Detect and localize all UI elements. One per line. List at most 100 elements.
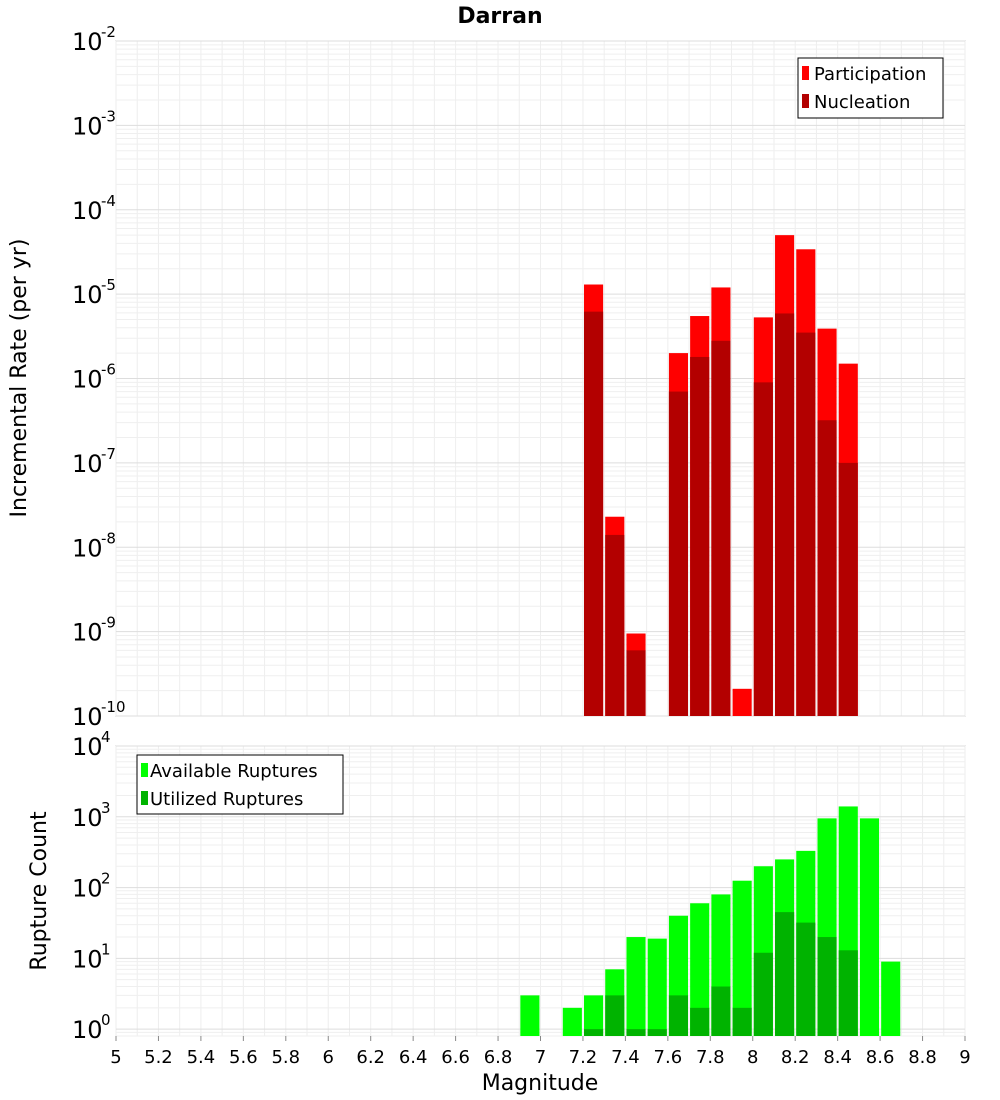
y-tick-1-0: 10 — [72, 1016, 103, 1044]
legend-swatch-nucleation — [802, 94, 809, 108]
bar-1-1-4 — [668, 995, 689, 1036]
bar-1-0-5 — [647, 938, 667, 1036]
bottom-legend: Available Ruptures Utilized Ruptures — [136, 754, 344, 815]
y-tick-exp-0--9: -9 — [101, 614, 116, 632]
y-tick-1-2: 10 — [72, 875, 103, 903]
bottom-legend-box — [136, 754, 344, 815]
bar-0-1-4 — [690, 356, 710, 716]
bar-0-1-1 — [605, 534, 625, 716]
legend-label-nucleation: Nucleation — [814, 92, 910, 113]
y-tick-exp-1-4: 4 — [101, 728, 111, 746]
y-tick-0--6: 10 — [72, 366, 103, 394]
y-tick-exp-0--10: -10 — [101, 698, 126, 716]
x-tick-6.8: 6.8 — [484, 1047, 513, 1068]
legend-swatch-utilized — [141, 791, 148, 805]
y-tick-exp-0--5: -5 — [101, 276, 116, 294]
bar-0-1-0 — [584, 311, 604, 716]
bar-1-0-7 — [690, 903, 710, 1036]
x-tick-6: 6 — [323, 1047, 334, 1068]
x-tick-8: 8 — [747, 1047, 758, 1068]
x-axis-label: Magnitude — [482, 1071, 599, 1096]
legend-label-participation: Participation — [814, 64, 926, 85]
y-tick-exp-0--3: -3 — [101, 107, 116, 125]
bar-0-1-7 — [775, 313, 795, 716]
bar-1-1-3 — [647, 1029, 667, 1036]
bar-0-0-6 — [732, 688, 752, 716]
bar-1-1-6 — [711, 986, 731, 1036]
x-tick-5.2: 5.2 — [144, 1047, 173, 1068]
y-tick-1-3: 10 — [72, 804, 103, 832]
bar-0-1-3 — [668, 391, 689, 716]
bar-1-1-10 — [796, 922, 816, 1036]
x-tick-7.8: 7.8 — [696, 1047, 725, 1068]
bar-0-1-6 — [753, 382, 773, 716]
y-tick-exp-1-3: 3 — [101, 799, 111, 817]
y-tick-exp-0--6: -6 — [101, 361, 116, 379]
y-tick-1-4: 10 — [72, 733, 103, 761]
bar-1-1-1 — [605, 995, 625, 1036]
x-tick-5.6: 5.6 — [229, 1047, 258, 1068]
y-tick-exp-0--8: -8 — [101, 529, 116, 547]
bottom-y-axis-label: Rupture Count — [27, 811, 52, 971]
y-tick-exp-0--4: -4 — [101, 192, 116, 210]
top-grid — [115, 40, 966, 717]
bar-0-1-9 — [817, 420, 837, 716]
bar-1-0-4 — [626, 937, 646, 1036]
bar-1-1-12 — [838, 950, 858, 1036]
y-tick-exp-1-2: 2 — [101, 870, 111, 888]
legend-swatch-participation — [802, 66, 809, 80]
bar-0-1-10 — [838, 462, 858, 716]
x-tick-8.2: 8.2 — [781, 1047, 810, 1068]
y-tick-0--7: 10 — [72, 450, 103, 478]
top-legend: Participation Nucleation — [797, 57, 944, 119]
top-bars — [584, 235, 858, 716]
bar-0-1-8 — [796, 332, 816, 716]
bar-1-0-15 — [859, 818, 880, 1036]
x-tick-7.4: 7.4 — [611, 1047, 640, 1068]
y-tick-0--2: 10 — [72, 28, 103, 56]
bar-1-0-1 — [562, 1007, 582, 1036]
x-tick-5.8: 5.8 — [271, 1047, 300, 1068]
y-tick-exp-0--7: -7 — [101, 445, 116, 463]
x-tick-8.6: 8.6 — [866, 1047, 895, 1068]
x-tick-6.4: 6.4 — [399, 1047, 428, 1068]
y-tick-0--10: 10 — [72, 703, 103, 731]
bar-1-0-9 — [732, 880, 752, 1036]
bar-1-1-9 — [775, 912, 795, 1036]
bottom-bars — [520, 806, 901, 1036]
y-tick-0--8: 10 — [72, 534, 103, 562]
x-tick-7: 7 — [535, 1047, 546, 1068]
legend-label-utilized: Utilized Ruptures — [150, 789, 303, 810]
top-y-tick-labels: 10-210-310-410-510-610-710-810-910-10 — [72, 23, 126, 731]
bar-1-0-2 — [584, 995, 604, 1036]
y-tick-exp-0--2: -2 — [101, 23, 116, 41]
x-tick-6.6: 6.6 — [441, 1047, 470, 1068]
bar-1-1-0 — [584, 1029, 604, 1036]
x-tick-8.4: 8.4 — [823, 1047, 852, 1068]
x-tick-7.6: 7.6 — [654, 1047, 683, 1068]
top-legend-box — [797, 57, 944, 119]
x-tick-5: 5 — [110, 1047, 121, 1068]
x-tick-9: 9 — [959, 1047, 970, 1068]
chart-title: Darran — [457, 4, 542, 29]
y-tick-0--3: 10 — [72, 112, 103, 140]
bar-1-1-2 — [626, 1029, 646, 1036]
legend-label-available: Available Ruptures — [150, 761, 318, 782]
y-tick-0--9: 10 — [72, 619, 103, 647]
bar-1-1-5 — [690, 1007, 710, 1036]
y-tick-exp-1-1: 1 — [101, 940, 111, 958]
x-tick-5.4: 5.4 — [187, 1047, 216, 1068]
y-tick-0--5: 10 — [72, 281, 103, 309]
bar-1-1-8 — [753, 952, 773, 1036]
y-tick-0--4: 10 — [72, 197, 103, 225]
bar-1-1-7 — [732, 1007, 752, 1036]
bar-1-1-11 — [817, 937, 837, 1036]
x-tick-8.8: 8.8 — [908, 1047, 937, 1068]
y-tick-exp-1-0: 0 — [101, 1011, 111, 1029]
bar-1-0-16 — [881, 961, 901, 1036]
bar-0-1-5 — [711, 340, 731, 716]
y-tick-1-1: 10 — [72, 945, 103, 973]
bar-1-0-0 — [520, 995, 540, 1036]
